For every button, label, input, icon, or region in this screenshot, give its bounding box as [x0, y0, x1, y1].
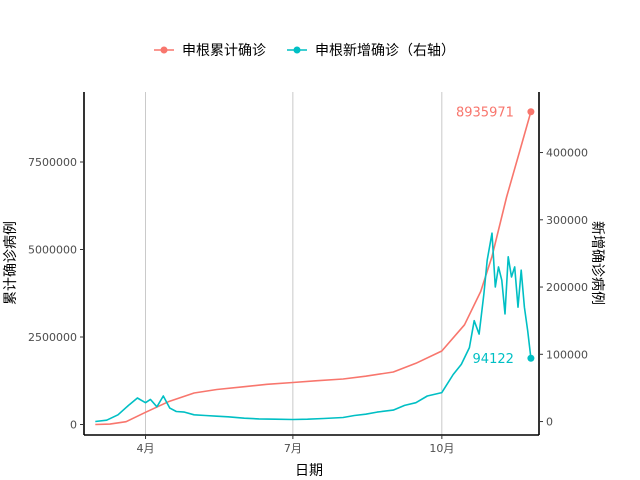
y-right-tick-label-4: 400000 [546, 147, 588, 160]
legend: 申根累计确诊 申根新增确诊（右轴） [154, 43, 455, 59]
y-right-tick-label-0: 0 [546, 416, 553, 429]
end-label-cumulative: 8935971 [456, 106, 514, 121]
y-left-tick-label-0: 0 [70, 419, 77, 432]
series-layer [95, 108, 535, 426]
legend-label-daily: 申根新增确诊（右轴） [315, 43, 455, 59]
series-line-daily [95, 232, 532, 423]
legend-label-cumulative: 申根累计确诊 [182, 43, 266, 59]
end-labels: 8935971 94122 [456, 106, 514, 368]
y-left-tick-label-2: 5000000 [28, 244, 77, 257]
series-line-cumulative [95, 111, 532, 426]
y-axis-title-right: 新增确诊病例 [589, 221, 605, 305]
legend-key-cumulative-point [160, 46, 168, 54]
series-end-point-daily [527, 354, 535, 362]
y-left-tick-label-3: 7500000 [28, 156, 77, 169]
x-tick-label-0: 4月 [137, 442, 155, 455]
series-end-point-cumulative [527, 108, 535, 116]
x-tick-label-1: 7月 [284, 442, 302, 455]
y-right-tick-label-1: 100000 [546, 348, 588, 361]
end-label-daily: 94122 [473, 352, 514, 367]
gridlines [145, 92, 443, 435]
x-tick-label-2: 10月 [429, 442, 454, 455]
legend-key-daily-point [293, 46, 301, 54]
y-left-tick-label-1: 2500000 [28, 331, 77, 344]
x-axis-title: 日期 [295, 463, 323, 479]
y-right-tick-label-3: 300000 [546, 214, 588, 227]
y-right-tick-label-2: 200000 [546, 281, 588, 294]
legend-entry-cumulative: 申根累计确诊 [154, 43, 266, 59]
legend-entry-daily: 申根新增确诊（右轴） [287, 43, 455, 59]
y-axis-title-left: 累计确诊病例 [3, 221, 19, 305]
axes: 4月 7月 10月 0 2500000 5000000 7500000 0 100000 2000… [28, 92, 588, 455]
